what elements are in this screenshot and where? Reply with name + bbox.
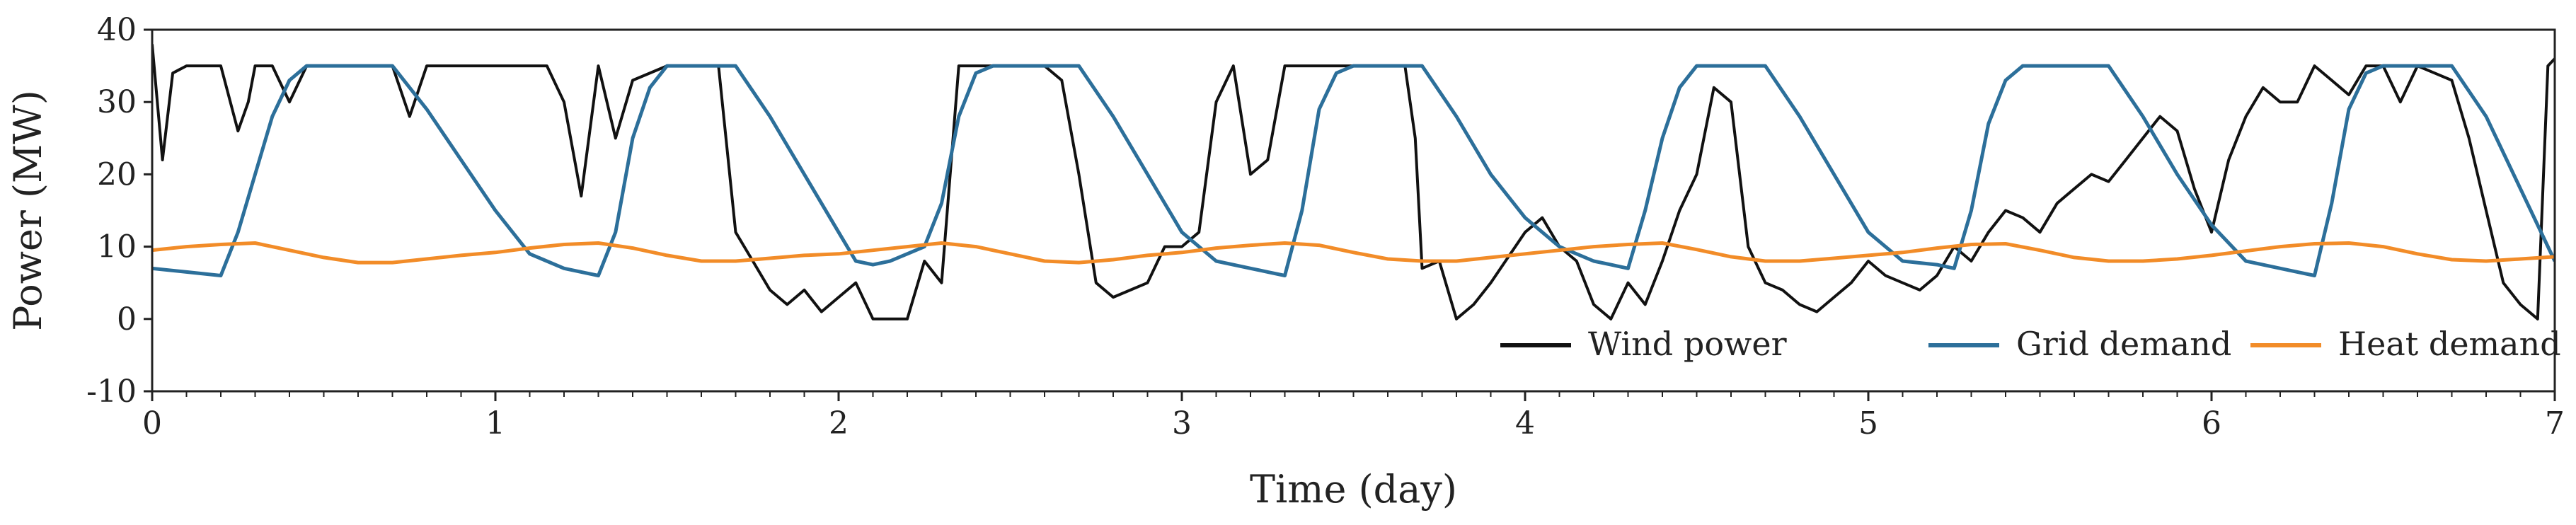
- plot-area: [152, 44, 2555, 321]
- legend: Wind power Grid demand Heat demand: [1500, 325, 2561, 363]
- series-line-heat-demand: [152, 241, 2555, 265]
- x-tick-label: 0: [142, 405, 162, 442]
- x-axis-title: Time (day): [1250, 467, 1457, 512]
- series-line-grid-demand: [152, 64, 2555, 277]
- y-axis-title: Power (MW): [6, 90, 50, 331]
- x-tick-label: 2: [829, 405, 849, 442]
- legend-label: Wind power: [1588, 325, 1787, 363]
- y-tick-label: 40: [97, 12, 137, 48]
- y-tick-label: -10: [86, 374, 137, 410]
- legend-label: Heat demand: [2338, 325, 2561, 363]
- x-tick-label: 3: [1172, 405, 1192, 442]
- legend-label: Grid demand: [2016, 325, 2231, 363]
- x-tick-label: 6: [2202, 405, 2221, 442]
- legend-item: Heat demand: [2250, 325, 2561, 363]
- y-tick-label: 10: [97, 229, 137, 265]
- series-line-wind-power: [152, 44, 2555, 321]
- x-tick-label: 1: [485, 405, 505, 442]
- x-tick-label: 5: [1858, 405, 1878, 442]
- y-tick-label: 0: [117, 301, 137, 338]
- x-tick-label: 4: [1515, 405, 1535, 442]
- y-tick-label: 20: [97, 156, 137, 192]
- legend-item: Grid demand: [1928, 325, 2231, 363]
- y-tick-label: 30: [97, 84, 137, 120]
- legend-item: Wind power: [1500, 325, 1787, 363]
- x-tick-label: 7: [2545, 405, 2565, 442]
